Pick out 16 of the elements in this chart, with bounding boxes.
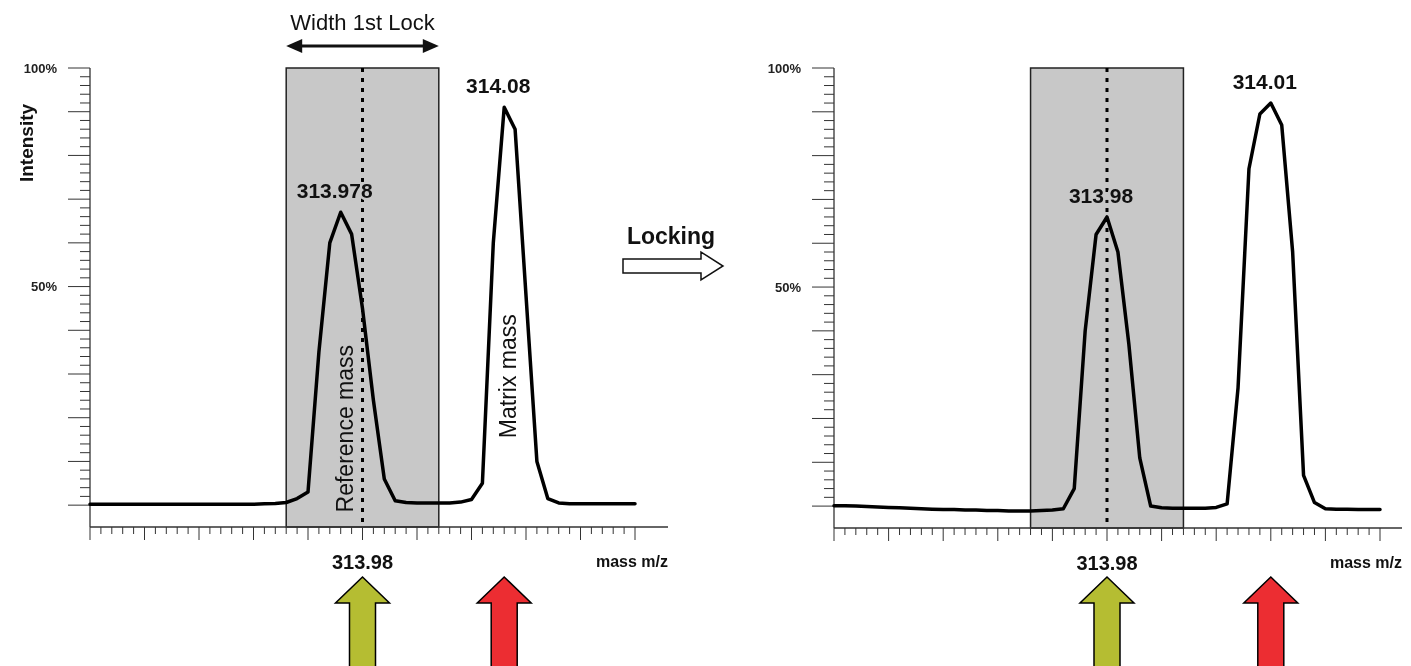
line-series [832, 101, 1382, 513]
annotation: Locking [626, 223, 716, 249]
annotation: Matrix mass [495, 314, 522, 439]
annotation: Reference mass [331, 344, 358, 513]
annotation: 313.98 [1068, 183, 1134, 207]
annotation: 314.01 [1232, 70, 1298, 94]
x-axis-title: mass m/z [1329, 554, 1402, 571]
x-axis-title: mass m/z [595, 553, 668, 570]
y-tick-label: 100% [23, 60, 58, 76]
y-tick-label: 50% [30, 279, 58, 295]
text: Width 1st Lock [290, 10, 436, 35]
y-axis-title: Intensity [15, 103, 37, 183]
y-tick-label: 100% [767, 60, 802, 76]
y-tick-label: 50% [774, 279, 802, 295]
annotation: 313.978 [296, 179, 373, 203]
annotation: 314.08 [466, 74, 531, 98]
